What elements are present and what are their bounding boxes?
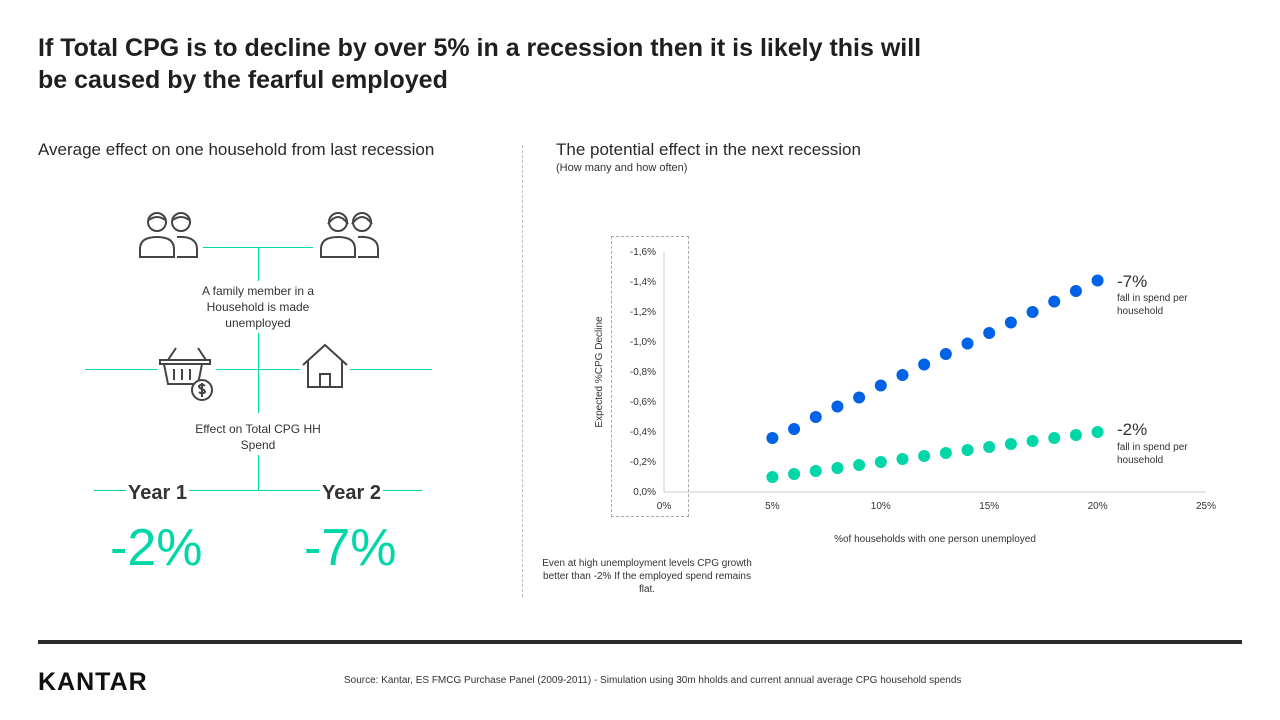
data-point [1004, 316, 1017, 329]
year1-value: -2% [110, 519, 203, 577]
data-point [874, 456, 887, 468]
footer-rule [38, 640, 1242, 644]
page-title: If Total CPG is to decline by over 5% in… [38, 34, 922, 94]
x-tick-label: 25% [1196, 501, 1216, 512]
x-axis-title: %of households with one person unemploye… [834, 534, 1036, 545]
data-point [853, 391, 866, 404]
connector-line [85, 369, 157, 370]
x-tick-label: 0% [657, 501, 672, 512]
data-point [918, 450, 931, 462]
data-point [961, 444, 974, 456]
data-point [961, 337, 974, 350]
x-tick-label: 10% [871, 501, 891, 512]
section-divider [522, 145, 523, 597]
note-text: Even at high unemployment levels CPG gro… [542, 558, 752, 595]
y-tick-label: -1,4% [630, 277, 656, 288]
data-point [809, 465, 822, 477]
right-section-heading: The potential effect in the next recessi… [556, 140, 861, 159]
family-icon [139, 212, 198, 258]
x-tick-label: 20% [1088, 501, 1108, 512]
family-icon [320, 212, 379, 258]
y-tick-label: 0,0% [633, 487, 656, 498]
callout-low-text: fall in spend per household [1117, 442, 1188, 466]
y-axis-title: Expected %CPG Decline [594, 316, 605, 428]
data-point [831, 400, 844, 413]
y-tick-label: -0,6% [630, 397, 656, 408]
y-tick-label: -1,6% [630, 247, 656, 258]
data-point [766, 471, 779, 483]
source-text: Source: Kantar, ES FMCG Purchase Panel (… [344, 675, 962, 686]
data-point [1091, 426, 1104, 438]
year2-value: -7% [304, 519, 397, 577]
right-section-subheading: (How many and how often) [556, 162, 688, 174]
callout-low-value: -2% [1117, 420, 1148, 439]
data-point [874, 379, 887, 392]
kantar-logo: KANTAR [38, 668, 148, 696]
connector-line [350, 369, 432, 370]
y-tick-label: -1,2% [630, 307, 656, 318]
data-point [983, 441, 996, 453]
series-1 [766, 426, 1104, 483]
data-point [896, 369, 909, 381]
data-point [1026, 435, 1039, 447]
data-point [1048, 295, 1061, 308]
data-point [788, 423, 801, 435]
scatter-chart: 0,0% -0,2% -0,4% -0,6% -0,8% -1,0% -1,2% -1,4% -… [594, 247, 1216, 545]
data-point [766, 432, 779, 444]
y-tick-label: -0,8% [630, 367, 656, 378]
y-tick-label: -1,0% [630, 337, 656, 348]
x-tick-label: 5% [765, 501, 780, 512]
data-point [918, 358, 931, 371]
data-point [788, 468, 801, 480]
left-section-heading: Average effect on one household from las… [38, 140, 435, 159]
y-tick-label: -0,2% [630, 457, 656, 468]
data-point [1069, 285, 1082, 297]
data-point [853, 459, 866, 471]
connector-line [258, 247, 259, 281]
connector-line [216, 369, 300, 370]
data-point [1091, 274, 1104, 287]
year2-label: Year 2 [320, 482, 383, 505]
connector-line [258, 455, 259, 490]
shopping-basket-icon [159, 347, 213, 401]
step2-text: Effect on Total CPG HH Spend [195, 422, 321, 452]
callout-high-value: -7% [1117, 272, 1148, 291]
connector-line [94, 490, 422, 491]
house-icon [302, 343, 348, 388]
y-tick-label: -0,4% [630, 427, 656, 438]
data-point [1048, 432, 1061, 444]
data-point [1004, 438, 1017, 450]
data-point [896, 453, 909, 465]
year1-label: Year 1 [126, 482, 189, 505]
data-point [983, 327, 996, 339]
series-0 [766, 274, 1104, 444]
step1-text: A family member in a Household is made u… [201, 284, 315, 330]
x-tick-label: 15% [979, 501, 999, 512]
data-point [939, 447, 952, 459]
data-point [809, 411, 822, 423]
data-point [1026, 306, 1039, 318]
data-point [831, 462, 844, 474]
note-highlight-box [611, 236, 689, 517]
connector-line [258, 333, 259, 413]
data-point [1069, 429, 1082, 441]
data-point [939, 348, 952, 360]
callout-high-text: fall in spend per household [1117, 293, 1188, 317]
